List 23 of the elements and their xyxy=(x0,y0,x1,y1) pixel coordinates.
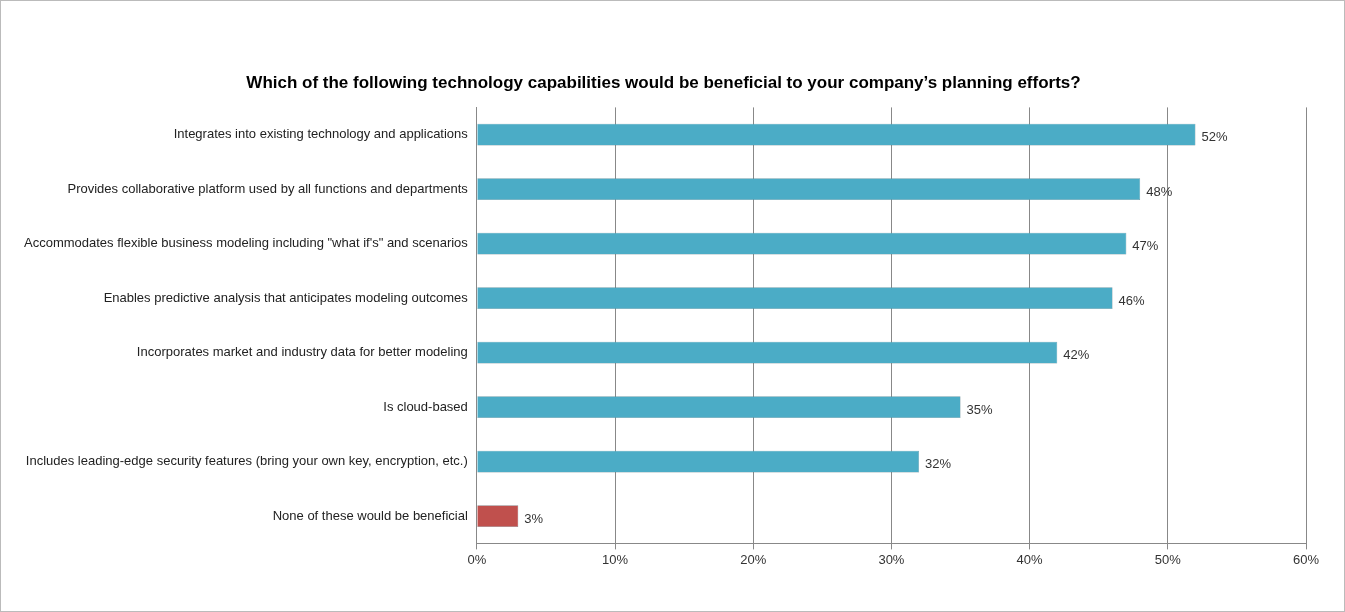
data-label: 32% xyxy=(925,456,952,472)
data-label: 42% xyxy=(1063,347,1090,363)
data-label: 3% xyxy=(524,510,544,526)
x-tick-label: 0% xyxy=(467,551,487,567)
y-tick-label: Enables predictive analysis that anticipates modeling outcomes xyxy=(103,289,469,305)
y-tick-label: Is cloud-based xyxy=(383,398,468,414)
y-tick-label: Integrates into existing technology and applications xyxy=(173,126,469,142)
x-tick-label: 20% xyxy=(740,551,767,567)
y-tick-label: Provides collaborative platform used by all functions and departments xyxy=(67,180,469,196)
x-tick-label: 30% xyxy=(878,551,905,567)
y-tick-label: Includes leading-edge security features (bring your own key, encryption, etc.) xyxy=(25,453,468,469)
data-label: 52% xyxy=(1201,129,1228,145)
data-label: 46% xyxy=(1118,292,1145,308)
chart-title: Which of the following technology capabilities would be beneficial to your company’s planning efforts? xyxy=(246,72,1081,92)
x-tick-label: 60% xyxy=(1292,551,1320,567)
y-tick-label: Incorporates market and industry data for better modeling xyxy=(136,344,468,360)
x-tick-label: 40% xyxy=(1016,551,1044,567)
x-tick-label: 50% xyxy=(1154,551,1182,567)
x-tick-label: 10% xyxy=(602,551,629,567)
data-label: 47% xyxy=(1132,238,1159,254)
y-tick-label: None of these would be beneficial xyxy=(272,507,468,523)
y-tick-label: Accommodates flexible business modeling including "what if's" and scenarios xyxy=(24,235,469,251)
data-label: 35% xyxy=(966,401,993,417)
